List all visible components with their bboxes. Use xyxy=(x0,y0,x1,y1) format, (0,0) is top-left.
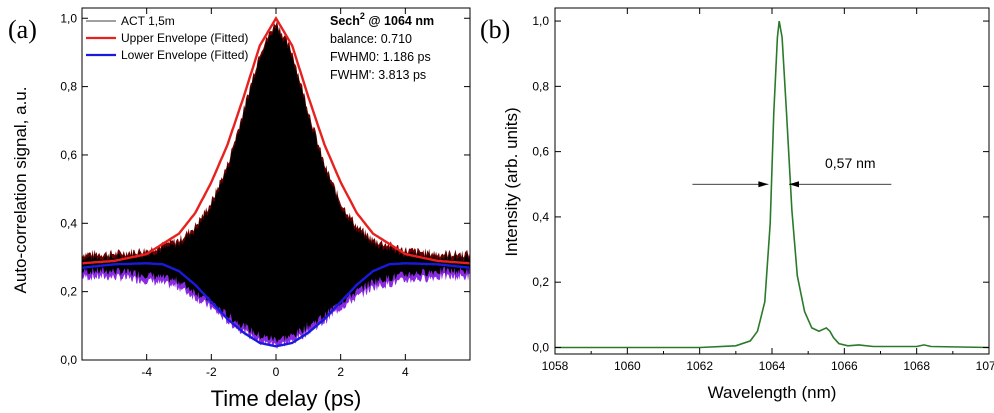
upper-envelope-line xyxy=(81,15,471,265)
y-tick-label-b: 1,0 xyxy=(532,14,549,28)
x-tick-label-b: 1058 xyxy=(542,359,569,373)
x-tick-label-b: 1060 xyxy=(614,359,641,373)
fwhm-marker: 0,57 nm xyxy=(692,155,892,188)
x-tick-label-a: -2 xyxy=(206,365,217,379)
act-trace xyxy=(82,20,470,349)
y-tick-label-a: 1,0 xyxy=(60,11,77,25)
y-tick-label-b: 0,4 xyxy=(532,210,549,224)
fwhm-left-arrowhead xyxy=(758,181,769,188)
legend-upper: Upper Envelope (Fitted) xyxy=(121,31,248,45)
plot-a: -4 -2 0 2 4 0,0 0,2 0,4 0,6 0,8 1,0 ACT 1,5m Upper… xyxy=(11,7,471,411)
act-body xyxy=(82,24,470,343)
fwhm-right-arrowhead xyxy=(788,181,799,188)
legend-act: ACT 1,5m xyxy=(121,14,175,28)
y-axis-title-a: Auto-correlation signal, a.u. xyxy=(11,87,30,294)
x-tick-label-b: 1066 xyxy=(831,359,858,373)
x-tick-label-a: -4 xyxy=(141,365,152,379)
y-tick-label-a: 0,2 xyxy=(60,285,77,299)
spectrum-line xyxy=(555,20,990,349)
annotation-balance: balance: 0.710 xyxy=(330,32,412,46)
lower-envelope-line xyxy=(81,262,471,348)
x-tick-label-a: 2 xyxy=(337,365,344,379)
x-tick-label-b: 1064 xyxy=(759,359,786,373)
y-tick-label-b: 0,8 xyxy=(532,79,549,93)
x-tick-label-b: 1068 xyxy=(903,359,930,373)
ticks-a: -4 -2 0 2 4 0,0 0,2 0,4 0,6 0,8 1,0 xyxy=(60,8,470,379)
y-tick-label-a: 0,0 xyxy=(60,353,77,367)
panel-label-a: (a) xyxy=(8,15,37,44)
legend-lower: Lower Envelope (Fitted) xyxy=(121,48,248,62)
x-tick-label-b: 1062 xyxy=(686,359,713,373)
fit-annotation: Sech2 @ 1064 nm balance: 0.710 FWHM0: 1.… xyxy=(330,11,434,82)
y-tick-label-a: 0,8 xyxy=(60,80,77,94)
panel-label-b: (b) xyxy=(480,15,510,44)
annotation-fwhm0: FWHM0: 1.186 ps xyxy=(330,50,431,64)
y-tick-label-a: 0,4 xyxy=(60,216,77,230)
x-axis-title-a: Time delay (ps) xyxy=(211,386,362,411)
y-tick-label-b: 0,6 xyxy=(532,145,549,159)
x-tick-label-a: 4 xyxy=(402,365,409,379)
x-axis-title-b: Wavelength (nm) xyxy=(708,383,837,402)
annotation-fwhm-prime: FWHM': 3.813 ps xyxy=(330,68,426,82)
fwhm-label: 0,57 nm xyxy=(825,155,876,171)
act-lower-noise xyxy=(82,265,470,349)
y-axis-title-b: Intensity (arb. units) xyxy=(502,107,521,256)
legend-a: ACT 1,5m Upper Envelope (Fitted) Lower E… xyxy=(86,14,248,62)
x-tick-label-a: 0 xyxy=(273,365,280,379)
annotation-title: Sech2 @ 1064 nm xyxy=(330,11,434,28)
y-tick-label-b: 0,0 xyxy=(532,340,549,354)
y-tick-label-a: 0,6 xyxy=(60,148,77,162)
y-tick-label-b: 0,2 xyxy=(532,275,549,289)
